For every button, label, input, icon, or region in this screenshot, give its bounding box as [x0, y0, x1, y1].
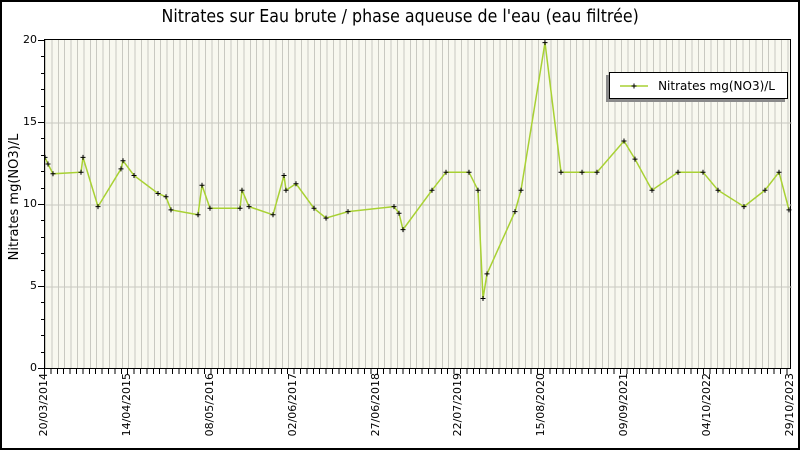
y-major-tick	[38, 122, 44, 123]
y-minor-tick	[41, 105, 44, 107]
data-line	[45, 42, 790, 299]
y-minor-tick	[41, 89, 44, 91]
y-axis-tick-label: 0	[30, 361, 37, 374]
x-axis-tick-label: 22/07/2019	[451, 373, 465, 437]
x-axis-tick-label: 14/04/2015	[119, 373, 133, 437]
legend-line-sample	[620, 83, 649, 88]
y-axis-tick-label: 20	[23, 33, 37, 46]
y-minor-tick	[41, 335, 44, 337]
data-point-markers	[45, 40, 792, 301]
legend-box: Nitrates mg(NO3)/L	[609, 72, 788, 99]
x-axis-tick-label: 27/06/2018	[368, 373, 382, 437]
y-axis-tick-label: 5	[30, 279, 37, 292]
y-minor-tick	[41, 236, 44, 238]
y-axis-tick-label: 10	[23, 197, 37, 210]
y-minor-tick	[41, 318, 44, 320]
y-axis-tick-label: 15	[23, 115, 37, 128]
x-axis-tick-label: 08/05/2016	[202, 373, 216, 437]
y-minor-tick	[41, 351, 44, 353]
chart-title: Nitrates sur Eau brute / phase aqueuse d…	[161, 6, 639, 27]
y-minor-tick	[41, 171, 44, 173]
x-axis-tick-label: 02/06/2017	[285, 373, 299, 437]
y-major-tick	[38, 40, 44, 41]
data-line-layer	[45, 40, 792, 301]
y-major-tick	[38, 204, 44, 205]
x-axis-tick-label: 09/09/2021	[617, 373, 631, 437]
y-minor-tick	[41, 220, 44, 222]
y-minor-tick	[41, 56, 44, 58]
y-minor-tick	[41, 302, 44, 304]
legend-label: Nitrates mg(NO3)/L	[658, 78, 775, 93]
x-axis-tick-label: 20/03/2014	[37, 373, 50, 437]
y-minor-tick	[41, 138, 44, 140]
x-axis-tick-label: 04/10/2022	[700, 373, 714, 437]
y-minor-tick	[41, 72, 44, 74]
y-minor-tick	[41, 187, 44, 189]
y-minor-tick	[41, 154, 44, 156]
x-axis-tick-label: 29/10/2023	[783, 373, 796, 437]
x-axis-tick-label: 15/08/2020	[534, 373, 548, 437]
y-minor-tick	[41, 253, 44, 255]
y-minor-tick	[41, 269, 44, 271]
y-major-tick	[38, 368, 44, 369]
x-axis-minor-ticks	[44, 369, 791, 374]
y-major-tick	[38, 286, 44, 287]
